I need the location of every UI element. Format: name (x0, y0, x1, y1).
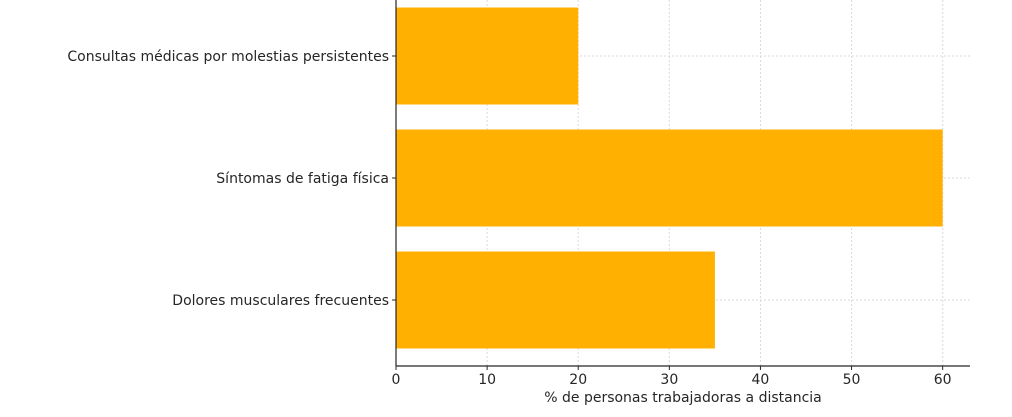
bar (396, 7, 579, 105)
x-tick-label: 60 (934, 372, 952, 388)
x-tick-label: 20 (569, 372, 587, 388)
x-tick-label: 50 (843, 372, 861, 388)
axes (392, 0, 970, 370)
y-tick-label: Consultas médicas por molestias persiste… (67, 49, 389, 65)
x-tick-label: 30 (660, 372, 678, 388)
axis-labels: Dolores musculares frecuentes Síntomas de… (67, 49, 951, 388)
x-tick-label: 0 (392, 372, 401, 388)
bar (396, 251, 715, 349)
y-tick-label: Síntomas de fatiga física (216, 171, 389, 187)
bar (396, 129, 943, 227)
bars (396, 7, 943, 349)
x-tick-label: 40 (752, 372, 770, 388)
x-tick-label: 10 (478, 372, 496, 388)
x-axis-title: % de personas trabajadoras a distancia (544, 390, 822, 406)
y-tick-label: Dolores musculares frecuentes (172, 293, 389, 309)
